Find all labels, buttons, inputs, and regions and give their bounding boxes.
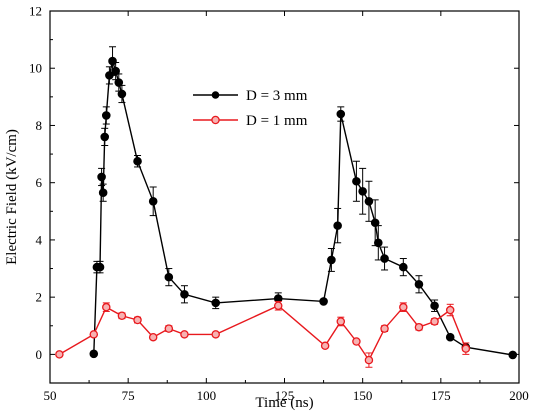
data-point bbox=[55, 350, 64, 359]
data-point bbox=[461, 344, 471, 353]
data-point bbox=[101, 111, 111, 120]
x-axis-label: Time (ns) bbox=[255, 395, 313, 411]
x-tick-label: 200 bbox=[509, 388, 529, 403]
data-point bbox=[327, 255, 336, 265]
data-point bbox=[117, 311, 127, 321]
y-tick-label: 6 bbox=[36, 175, 43, 190]
data-point bbox=[164, 324, 174, 333]
data-point bbox=[352, 176, 361, 186]
data-point bbox=[133, 156, 142, 166]
y-tick-label: 2 bbox=[36, 290, 43, 305]
y-tick-label: 4 bbox=[36, 232, 43, 247]
data-point bbox=[148, 196, 158, 206]
data-point bbox=[114, 78, 124, 87]
data-point bbox=[336, 317, 346, 326]
data-point bbox=[352, 337, 361, 346]
data-point bbox=[414, 279, 424, 289]
x-tick-label: 50 bbox=[44, 388, 57, 403]
data-point bbox=[211, 298, 221, 308]
data-point bbox=[508, 350, 518, 360]
x-tick-label: 150 bbox=[353, 388, 373, 403]
data-point bbox=[336, 109, 346, 119]
y-tick-label: 8 bbox=[36, 118, 43, 133]
data-point bbox=[319, 297, 328, 306]
data-point bbox=[97, 172, 106, 182]
data-point bbox=[95, 262, 105, 272]
data-point bbox=[117, 89, 127, 99]
data-point bbox=[108, 56, 117, 66]
data-point bbox=[445, 305, 455, 315]
x-tick-label: 125 bbox=[275, 388, 295, 403]
data-point bbox=[133, 315, 142, 325]
data-point bbox=[380, 324, 389, 333]
data-point bbox=[102, 302, 111, 312]
data-point bbox=[273, 301, 283, 310]
x-tick-label: 100 bbox=[197, 388, 217, 403]
data-point bbox=[374, 238, 383, 248]
data-point bbox=[164, 272, 174, 282]
data-point bbox=[358, 186, 367, 196]
legend-swatch-marker bbox=[211, 91, 220, 99]
data-point bbox=[105, 71, 114, 80]
y-tick-label: 10 bbox=[29, 61, 42, 76]
legend-swatch-marker bbox=[211, 115, 220, 125]
data-point bbox=[364, 196, 374, 206]
series-line bbox=[93, 58, 513, 356]
data-point bbox=[399, 262, 408, 272]
y-tick-label: 12 bbox=[29, 4, 42, 19]
legend-label: D = 3 mm bbox=[246, 88, 308, 104]
data-point bbox=[445, 332, 455, 342]
series-d1mm bbox=[55, 300, 471, 368]
data-point bbox=[89, 330, 99, 339]
data-point bbox=[148, 332, 158, 342]
legend-label: D = 1 mm bbox=[246, 113, 308, 129]
y-axis-label: Electric Field (kV/cm) bbox=[4, 129, 20, 265]
data-point bbox=[320, 341, 330, 351]
data-point bbox=[98, 188, 108, 198]
x-tick-label: 75 bbox=[122, 388, 135, 403]
data-point bbox=[414, 322, 424, 332]
series-d3mm bbox=[89, 46, 518, 360]
data-point bbox=[430, 317, 439, 326]
data-point bbox=[370, 218, 380, 228]
data-point bbox=[111, 66, 120, 76]
data-point bbox=[180, 330, 189, 339]
data-point bbox=[100, 132, 110, 142]
data-point bbox=[89, 349, 99, 359]
series-layer bbox=[55, 46, 518, 368]
data-point bbox=[180, 289, 189, 299]
axes: 50 75 100 125 150 175 200 0 2 4 6 8 10 12 bbox=[29, 4, 529, 404]
data-point bbox=[399, 302, 408, 312]
data-point bbox=[380, 254, 389, 263]
legend: D = 3 mm D = 1 mm bbox=[193, 88, 308, 129]
data-point bbox=[430, 301, 439, 311]
y-tick-label: 0 bbox=[36, 347, 43, 362]
plot-frame bbox=[49, 10, 520, 384]
x-tick-label: 175 bbox=[431, 388, 451, 403]
data-point bbox=[364, 355, 374, 365]
data-point bbox=[211, 330, 220, 339]
data-point bbox=[333, 221, 342, 230]
